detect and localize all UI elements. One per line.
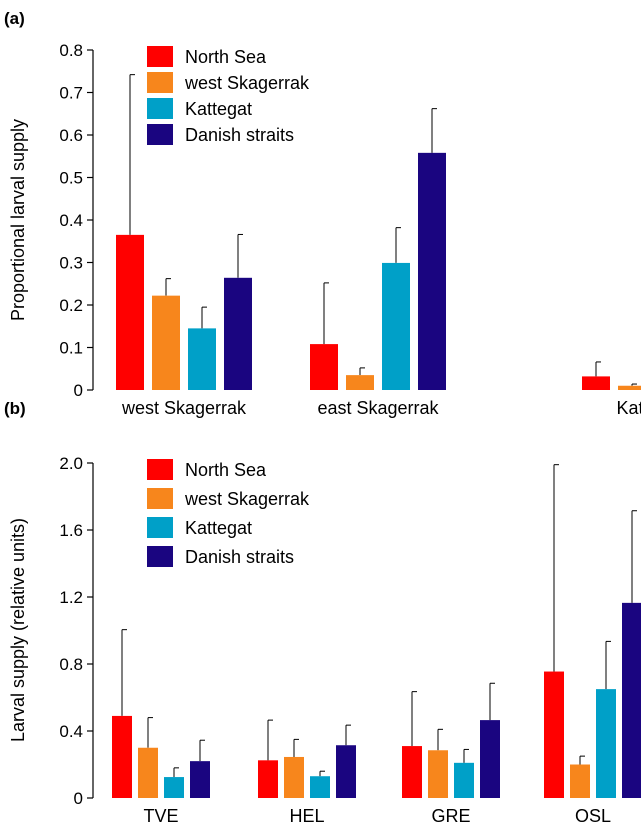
panel-a: (a) Proportional larval supply 0 0.1 0.2 0.… — [4, 9, 641, 418]
y-tick-label-a-0: 0 — [74, 381, 83, 400]
bar-a-1-2 — [382, 262, 410, 390]
category-label-b-3: OSL — [575, 806, 611, 826]
y-tick-label-a-3: 0.3 — [59, 254, 83, 273]
panel-label-b: (b) — [4, 399, 26, 418]
y-tick-label-a-1: 0.1 — [59, 339, 83, 358]
y-tick-label-b-3: 1.2 — [59, 588, 83, 607]
category-label-b-2: GRE — [431, 806, 470, 826]
legend-swatch-a-2 — [147, 98, 173, 119]
category-label-a-2: Kattegat — [616, 398, 641, 418]
legend-swatch-b-1 — [147, 488, 173, 509]
y-axis-title-b: Larval supply (relative units) — [8, 518, 28, 742]
y-tick-label-a-5: 0.5 — [59, 169, 83, 188]
bar-b-1-3 — [336, 745, 356, 798]
panel-label-a: (a) — [4, 9, 25, 28]
bar-b-0-3 — [190, 761, 210, 798]
y-tick-label-b-0: 0 — [74, 789, 83, 808]
y-axis-title-a: Proportional larval supply — [8, 119, 28, 321]
legend-label-b-1: west Skagerrak — [184, 489, 310, 509]
y-ticks-b: 0 0.4 0.8 1.2 1.6 2.0 — [59, 454, 93, 808]
legend-swatch-a-1 — [147, 72, 173, 93]
legend-label-b-0: North Sea — [185, 460, 267, 480]
legend-swatch-b-3 — [147, 546, 173, 567]
y-tick-label-b-5: 2.0 — [59, 454, 83, 473]
y-ticks-a: 0 0.1 0.2 0.3 0.4 0.5 0.6 0.7 0.8 — [59, 41, 93, 400]
bar-a-1-1 — [346, 375, 374, 390]
legend-label-b-3: Danish straits — [185, 547, 294, 567]
bar-b-0-0 — [112, 715, 132, 798]
legend-a: North Sea west Skagerrak Kattegat Danish st… — [147, 46, 310, 145]
bar-b-1-2 — [310, 776, 330, 798]
bar-a-2-0 — [582, 376, 610, 390]
legend-swatch-a-0 — [147, 46, 173, 67]
bar-b-0-2 — [164, 777, 184, 798]
y-tick-label-a-8: 0.8 — [59, 41, 83, 60]
legend-swatch-b-0 — [147, 459, 173, 480]
category-label-b-0: TVE — [143, 806, 178, 826]
legend-label-a-0: North Sea — [185, 47, 267, 67]
bar-a-1-3 — [418, 152, 446, 390]
panel-b: (b) Larval supply (relative units) 00.40… — [4, 399, 641, 826]
bar-b-3-0 — [544, 671, 564, 798]
legend-b: North Sea west Skagerrak Kattegat Danish st… — [147, 459, 310, 567]
bars-a — [116, 74, 641, 390]
category-label-a-1: east Skagerrak — [317, 398, 439, 418]
bar-a-1-0 — [310, 344, 338, 390]
bar-b-3-3 — [622, 602, 641, 798]
bar-b-1-1 — [284, 756, 304, 798]
bar-b-1-0 — [258, 760, 278, 798]
bar-b-0-1 — [138, 747, 158, 798]
category-label-a-0: west Skagerrak — [121, 398, 247, 418]
legend-swatch-a-3 — [147, 124, 173, 145]
y-tick-label-a-4: 0.4 — [59, 211, 83, 230]
category-label-b-1: HEL — [289, 806, 324, 826]
bar-b-2-0 — [402, 746, 422, 798]
y-tick-label-a-7: 0.7 — [59, 84, 83, 103]
legend-label-b-2: Kattegat — [185, 518, 252, 538]
x-labels-a: west Skagerrak east Skagerrak Kattegat — [121, 398, 641, 418]
y-tick-label-b-2: 0.8 — [59, 655, 83, 674]
legend-swatch-b-2 — [147, 517, 173, 538]
y-tick-label-a-6: 0.6 — [59, 126, 83, 145]
legend-label-a-2: Kattegat — [185, 99, 252, 119]
bar-a-0-3 — [224, 277, 252, 390]
y-tick-label-b-1: 0.4 — [59, 722, 83, 741]
bar-b-2-3 — [480, 720, 500, 798]
bars-b — [112, 464, 641, 798]
bar-a-0-0 — [116, 234, 144, 390]
bar-b-3-2 — [596, 689, 616, 798]
bar-a-2-1 — [618, 385, 641, 390]
y-tick-label-b-4: 1.6 — [59, 521, 83, 540]
y-tick-label-a-2: 0.2 — [59, 296, 83, 315]
legend-label-a-1: west Skagerrak — [184, 73, 310, 93]
legend-label-a-3: Danish straits — [185, 125, 294, 145]
bar-b-2-1 — [428, 750, 448, 798]
x-labels-b: TVE HEL GRE OSL — [143, 806, 611, 826]
bar-a-0-1 — [152, 295, 180, 390]
bar-b-2-2 — [454, 762, 474, 798]
bar-a-0-2 — [188, 328, 216, 390]
bar-b-3-1 — [570, 764, 590, 798]
